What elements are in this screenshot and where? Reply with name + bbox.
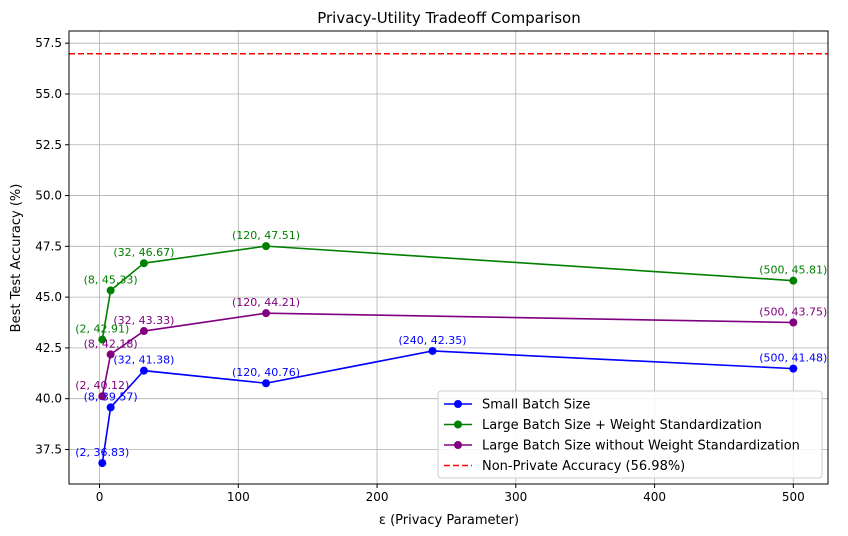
legend-marker [454,441,462,449]
data-point [789,276,798,285]
x-tick-label: 500 [782,490,805,504]
series-group [98,242,798,468]
data-label: (32, 46.67) [113,246,174,259]
legend-item-label: Small Batch Size [482,398,590,413]
data-label: (500, 45.81) [759,264,827,277]
data-point [98,335,107,344]
x-tick-label: 400 [643,490,666,504]
series-line-1 [101,245,794,340]
y-tick-label: 47.5 [35,239,62,253]
data-label: (8, 45.33) [84,273,138,286]
data-point [139,259,148,268]
legend-box [437,390,823,479]
series-line-0 [101,350,794,464]
data-point [262,242,271,251]
chart-title: Privacy-Utility Tradeoff Comparison [317,9,581,27]
legend: Small Batch Size Large Batch Size + Weigh… [437,390,823,479]
data-point [428,346,437,355]
x-tick-label: 300 [504,490,527,504]
data-point [106,350,115,359]
grid [69,31,828,484]
legend-item-label: Large Batch Size + Weight Standardizatio… [482,418,762,433]
series-line-2 [101,312,794,397]
data-label: (32, 41.38) [113,354,174,367]
x-tick-label: 100 [227,490,250,504]
data-label: (120, 47.51) [232,229,300,242]
x-axis-label: ε (Privacy Parameter) [379,513,519,528]
data-label: (32, 43.33) [113,314,174,327]
y-tick-label: 57.5 [35,36,62,50]
y-axis-ticks: 37.5 40.0 42.5 45.0 47.5 50.0 52.5 55.0 57.5 [35,36,69,456]
data-point [262,379,271,388]
data-label: (2, 40.12) [75,379,129,392]
data-point [139,327,148,336]
x-tick-label: 0 [96,490,104,504]
data-point [98,459,107,468]
data-label: (120, 44.21) [232,296,300,309]
legend-item-label: Large Batch Size without Weight Standard… [482,439,800,454]
y-tick-label: 52.5 [35,138,62,152]
legend-item-label: Non-Private Accuracy (56.98%) [482,459,685,474]
data-label: (2, 36.83) [75,446,129,459]
data-point [106,403,115,412]
data-point [789,318,798,327]
data-point [98,392,107,401]
data-label: (8, 39.57) [84,390,138,403]
data-point [789,364,798,373]
data-point [139,366,148,375]
y-tick-label: 37.5 [35,442,62,456]
legend-marker [454,420,462,429]
y-tick-label: 40.0 [35,392,62,406]
y-tick-label: 42.5 [35,341,62,355]
data-label: (240, 42.35) [399,334,467,347]
x-axis-ticks: 0 100 200 300 400 500 [96,484,805,504]
y-tick-label: 55.0 [35,87,62,101]
annotations-group: (2, 36.83) (8, 39.57) (32, 41.38) (120, 40.… [75,229,827,459]
data-point [106,286,115,295]
data-label: (120, 40.76) [232,366,300,379]
x-tick-label: 200 [366,490,389,504]
data-label: (500, 41.48) [759,352,827,365]
data-label: (8, 42.18) [84,337,138,350]
data-point [262,309,271,318]
plot-frame [68,30,829,485]
data-label: (2, 42.91) [75,323,129,336]
y-axis-label: Best Test Accuracy (%) [9,184,24,333]
y-tick-label: 45.0 [35,290,62,304]
y-tick-label: 50.0 [35,189,62,203]
legend-marker [454,400,462,408]
data-label: (500, 43.75) [759,306,827,319]
